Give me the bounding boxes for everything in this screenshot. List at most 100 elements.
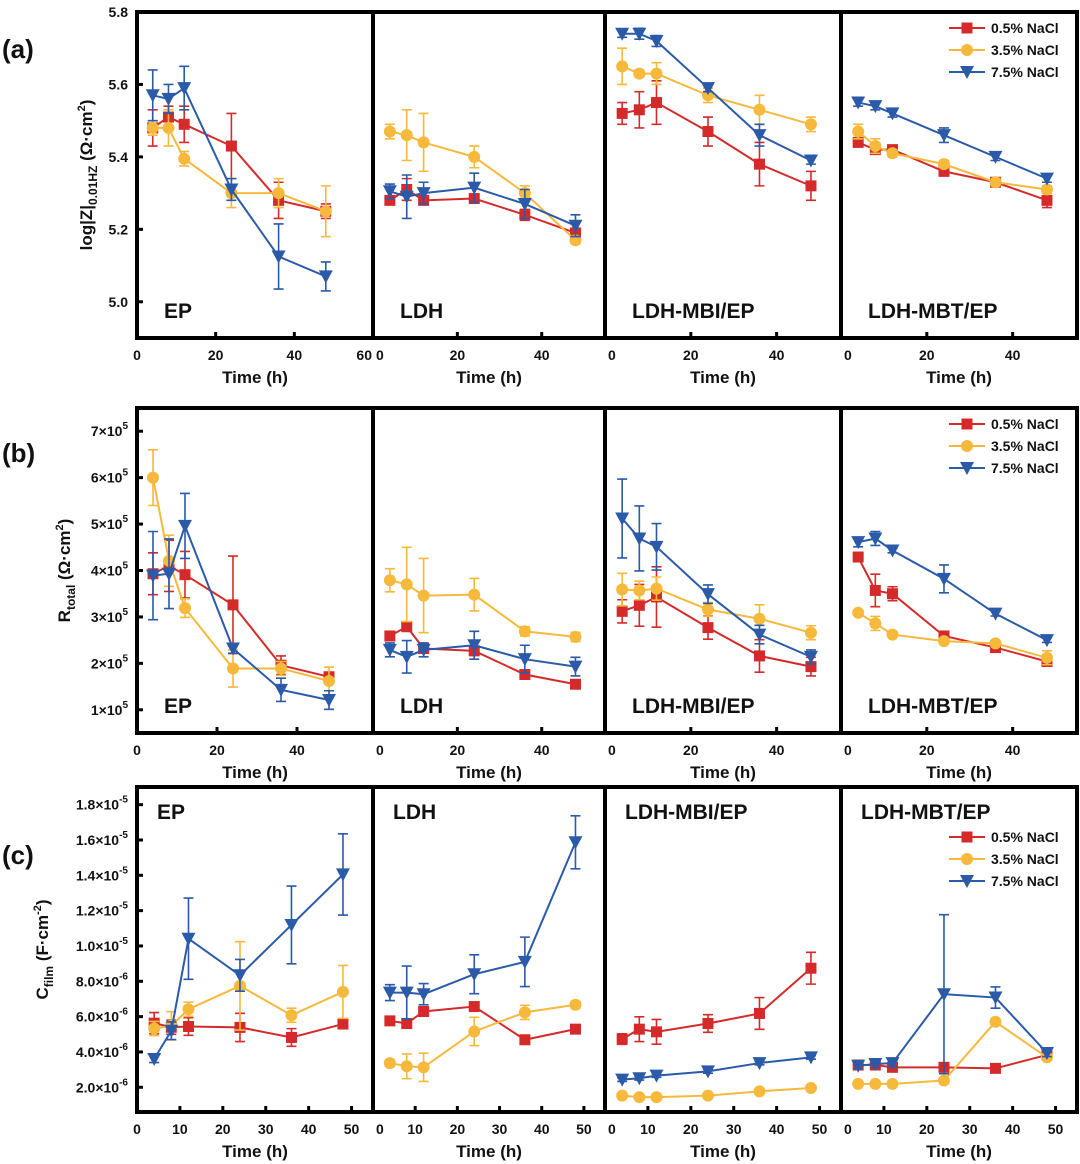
- circle-marker: [148, 1022, 161, 1035]
- triangle-down-marker: [803, 154, 818, 168]
- x-tick-label: 0: [376, 1121, 384, 1137]
- x-tick-label: 40: [769, 1121, 785, 1137]
- subplot-ldh: 0 10 20 30 40 50 Time (h) LDH: [371, 801, 592, 1161]
- y-label-subscript: 0.01HZ: [86, 166, 100, 205]
- sample-label: LDH: [393, 801, 436, 824]
- sample-label: LDH: [400, 300, 443, 323]
- y-tick-exponent: 5: [122, 700, 128, 711]
- x-tick-label: 50: [576, 1121, 592, 1137]
- y-tick-exponent: -5: [119, 830, 128, 841]
- series-line: [622, 1056, 812, 1081]
- series-line: [857, 537, 1048, 642]
- x-tick-label: 30: [962, 1121, 978, 1137]
- subplot-ldh-mbt-ep: 0 10 20 30 40 50 Time (h) LDH-MBT/EP: [839, 801, 1064, 1161]
- legend-item: 7.5% NaCl: [949, 64, 1059, 80]
- subplot-frame: [603, 10, 843, 340]
- x-tick-label: 0: [844, 742, 852, 758]
- square-marker: [702, 126, 714, 138]
- x-tick-label: 40: [1005, 1121, 1021, 1137]
- legend-item: 3.5% NaCl: [949, 438, 1059, 454]
- sample-label: LDH-MBT/EP: [868, 695, 998, 718]
- series-line: [389, 625, 576, 686]
- panel-label: (c): [2, 840, 34, 870]
- series-35NaCl: [852, 606, 1053, 666]
- circle-marker: [323, 675, 335, 687]
- square-marker: [702, 1018, 714, 1030]
- y-tick-base: 5.8: [109, 4, 129, 20]
- chart-row-a: (a) log|Z|0.01HZ (Ω·cm2) 5.0 5.2 5.4 5.6 5.8 0 2…: [2, 4, 1079, 387]
- triangle-down-marker: [649, 34, 664, 48]
- triangle-down-marker: [399, 986, 414, 1000]
- triangle-down-marker: [162, 567, 176, 581]
- square-marker: [753, 650, 765, 662]
- y-tick-label: 8.0×10-6: [76, 971, 129, 989]
- x-tick-label: 20: [208, 347, 224, 363]
- circle-marker: [989, 1015, 1002, 1028]
- circle-marker: [400, 1060, 413, 1073]
- x-tick-label: 40: [769, 742, 785, 758]
- x-tick-label: 0: [133, 1121, 141, 1137]
- sample-label: EP: [164, 695, 192, 718]
- circle-marker: [852, 1077, 865, 1090]
- circle-marker: [468, 150, 481, 163]
- circle-marker: [852, 125, 865, 138]
- triangle-down-marker: [960, 66, 974, 79]
- circle-marker: [400, 129, 413, 142]
- triangle-down-marker: [885, 107, 900, 121]
- square-marker: [337, 1018, 349, 1030]
- y-label-subscript: film: [42, 966, 56, 987]
- series-line: [389, 644, 576, 668]
- triangle-down-marker: [416, 643, 431, 657]
- circle-marker: [147, 471, 159, 484]
- triangle-down-marker: [988, 150, 1003, 164]
- square-marker: [633, 104, 645, 116]
- y-tick-label: 5.4: [109, 149, 129, 165]
- triangle-down-marker: [274, 683, 288, 697]
- series-05NaCl: [616, 80, 817, 202]
- series-75NaCl: [382, 630, 583, 677]
- circle-marker: [869, 1077, 882, 1090]
- circle-marker: [886, 1077, 899, 1090]
- sample-label: LDH-MBI/EP: [625, 801, 748, 824]
- circle-marker: [178, 152, 191, 165]
- y-tick-exponent: -5: [119, 936, 128, 947]
- panel-label: (b): [2, 438, 35, 468]
- triangle-down-marker: [700, 82, 715, 96]
- y-tick-label: 6×105: [91, 468, 129, 486]
- square-marker: [633, 1023, 645, 1035]
- triangle-down-marker: [416, 187, 431, 201]
- y-tick-base: 1.8×10: [76, 797, 119, 813]
- circle-marker: [633, 67, 646, 80]
- triangle-down-marker: [1039, 1047, 1054, 1061]
- y-tick-label: 5.6: [109, 76, 129, 92]
- circle-marker: [1040, 651, 1053, 664]
- triangle-down-marker: [632, 27, 647, 41]
- circle-marker: [468, 588, 481, 601]
- triangle-down-marker: [752, 628, 767, 642]
- series-35NaCl: [852, 1015, 1053, 1090]
- y-tick-label: 5.8: [109, 4, 129, 20]
- x-axis-label: Time (h): [222, 1142, 288, 1161]
- triangle-down-marker: [960, 462, 974, 475]
- subplot-frame: [135, 785, 375, 1114]
- x-tick-label: 20: [209, 742, 225, 758]
- x-tick-label: 30: [726, 1121, 742, 1137]
- y-tick-base: 5.0: [109, 294, 129, 310]
- y-tick-label: 1.0×10-5: [76, 936, 129, 954]
- series-75NaCl: [382, 172, 583, 238]
- circle-marker: [569, 630, 582, 643]
- circle-marker: [336, 985, 349, 998]
- triangle-down-marker: [335, 868, 350, 882]
- series-line: [621, 517, 812, 658]
- square-marker: [753, 158, 765, 170]
- y-tick-base: 1.6×10: [76, 832, 119, 848]
- circle-marker: [633, 584, 646, 597]
- y-tick-label: 1.2×10-5: [76, 901, 129, 919]
- circle-marker: [937, 158, 950, 171]
- triangle-down-marker: [615, 27, 630, 41]
- x-axis-label: Time (h): [456, 368, 522, 387]
- y-tick-label: 1×105: [91, 700, 129, 718]
- square-marker: [852, 136, 864, 148]
- legend-item: 0.5% NaCl: [949, 829, 1059, 845]
- triangle-down-marker: [382, 986, 397, 1000]
